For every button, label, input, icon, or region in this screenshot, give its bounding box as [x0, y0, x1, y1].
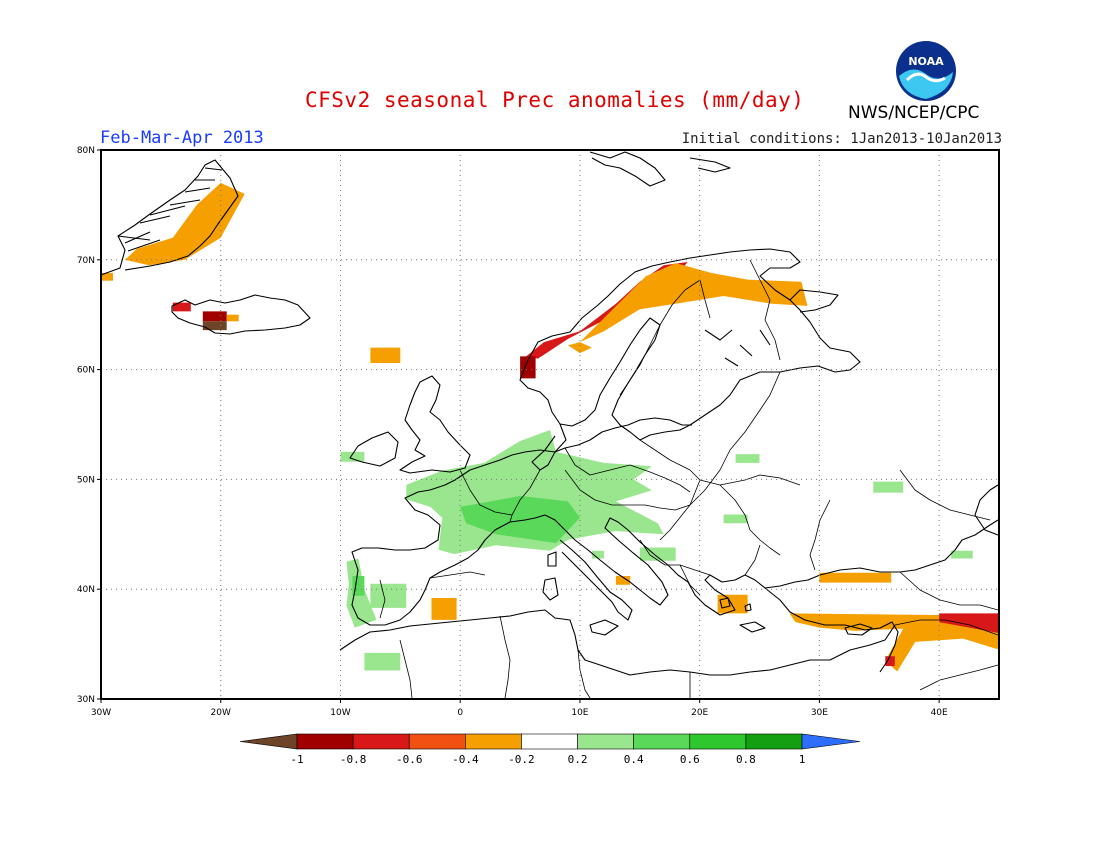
colorbar-arrow-high: [801, 733, 861, 750]
lat-tick-label: 60N: [77, 366, 95, 376]
sicily-sardinia: [542, 551, 619, 636]
anomaly-region-29: [939, 613, 999, 634]
period-label: Feb-Mar-Apr 2013: [100, 128, 264, 148]
lat-tick-label: 40N: [77, 585, 95, 595]
border-north-africa: [399, 615, 691, 699]
cyprus: [844, 623, 873, 636]
greenland-fjords: [117, 167, 223, 252]
greenland-coast: [101, 159, 239, 276]
anomaly-region-10: [568, 342, 592, 354]
colorbar-swatch: [352, 733, 410, 750]
organization-label: NWS/NCEP/CPC: [848, 103, 980, 123]
anomaly-region-15: [352, 576, 365, 596]
white-sea: [789, 289, 839, 313]
colorbar-tick-label: -0.8: [340, 753, 367, 766]
colorbar-swatch: [521, 733, 578, 750]
lat-tick-label: 70N: [77, 256, 95, 266]
finland-lakes: [704, 329, 771, 367]
anomaly-region-25: [615, 576, 631, 585]
anomaly-region-9: [579, 263, 808, 343]
border-east-europe: [379, 371, 999, 691]
colorbar-tick-label: -0.4: [452, 753, 479, 766]
svalbard-coast: [589, 151, 731, 187]
border-sweden-finland: [699, 279, 711, 319]
anomaly-region-30: [885, 656, 895, 667]
turkey-coast: [764, 587, 899, 673]
axis-ticks: 30W 20W 10W 0 10E 20E 30E 40E 80N 70N 60N 50N 40N 30N: [77, 146, 948, 718]
europe-mainland-coast: [351, 417, 999, 626]
lon-tick-label: 10E: [571, 708, 588, 718]
anomaly-layer: [101, 182, 999, 672]
colorbar-swatch: [465, 733, 522, 750]
lat-tick-label: 80N: [77, 146, 95, 156]
britain-coast: [399, 375, 471, 474]
colorbar-swatch: [577, 733, 634, 750]
anomaly-region-22: [951, 550, 973, 559]
anomaly-region-1: [101, 273, 113, 281]
caspian-coast: [974, 484, 999, 536]
anomaly-region-26: [717, 594, 748, 614]
lon-tick-label: 40E: [931, 708, 948, 718]
colorbar-tick-label: 0.2: [568, 753, 588, 766]
map-background: [101, 150, 999, 699]
map-frame: [100, 149, 1000, 700]
anomaly-region-23: [639, 547, 676, 561]
lon-tick-label: 30W: [91, 708, 111, 718]
colorbar-swatch: [633, 733, 691, 750]
chart-title: CFSv2 seasonal Prec anomalies (mm/day): [305, 88, 805, 112]
noaa-logo: NOAA: [896, 41, 956, 101]
lon-tick-label: 10W: [330, 708, 350, 718]
italy-coast: [559, 539, 633, 621]
initial-conditions-label: Initial conditions: 1Jan2013-10Jan2013: [681, 131, 1002, 147]
anomaly-region-6: [370, 347, 401, 363]
noaa-logo-text: NOAA: [908, 55, 944, 68]
colorbar-swatch: [296, 733, 354, 750]
anomaly-region-13: [340, 451, 365, 462]
border-norway-sweden: [619, 279, 701, 396]
colorbar-arrow-low: [239, 733, 298, 750]
colorbar-swatch: [745, 733, 803, 750]
north-africa-coast: [339, 609, 896, 676]
anomaly-region-28: [789, 613, 999, 672]
anomaly-region-5: [226, 314, 239, 322]
colorbar-swatch: [689, 733, 747, 750]
anomaly-region-21: [723, 514, 748, 524]
anomaly-region-8: [520, 356, 536, 379]
iceland-coast: [171, 294, 311, 335]
anomaly-region-12: [460, 495, 580, 544]
anomaly-region-20: [873, 481, 904, 493]
anomaly-region-4: [202, 321, 227, 331]
anomaly-region-27: [819, 572, 892, 583]
colorbar-tick-label: 1: [799, 753, 806, 766]
colorbar-tick-label: -0.2: [508, 753, 535, 766]
colorbar: -1 -0.8 -0.6 -0.4 -0.2 0.2 0.4 0.6 0.8 1: [239, 733, 861, 766]
jutland-coast: [531, 423, 567, 471]
anomaly-region-16: [370, 583, 407, 608]
lat-tick-label: 50N: [77, 475, 95, 485]
lat-tick-label: 30N: [77, 695, 95, 705]
lon-tick-label: 0: [457, 708, 463, 718]
colorbar-tick-label: 0.6: [680, 753, 700, 766]
lon-tick-label: 30E: [811, 708, 828, 718]
anomaly-region-3: [202, 311, 227, 322]
anomaly-region-2: [172, 302, 191, 312]
colorbar-tick-label: -1: [290, 753, 303, 766]
anomaly-region-24: [591, 550, 604, 559]
anomaly-region-17: [364, 652, 401, 671]
aegean-islands: [719, 597, 766, 633]
colorbar-tick-label: -0.6: [396, 753, 423, 766]
anomaly-region-19: [735, 454, 760, 463]
colorbar-tick-label: 0.4: [624, 753, 644, 766]
ireland-coast: [349, 431, 399, 467]
anomaly-region-0: [124, 182, 245, 266]
lon-tick-label: 20E: [691, 708, 708, 718]
colorbar-tick-label: 0.8: [736, 753, 756, 766]
country-borders: [379, 259, 999, 699]
colorbar-swatch: [408, 733, 466, 750]
lon-tick-label: 20W: [211, 708, 231, 718]
border-finland-russia: [749, 259, 781, 361]
anomaly-region-18: [431, 598, 457, 620]
